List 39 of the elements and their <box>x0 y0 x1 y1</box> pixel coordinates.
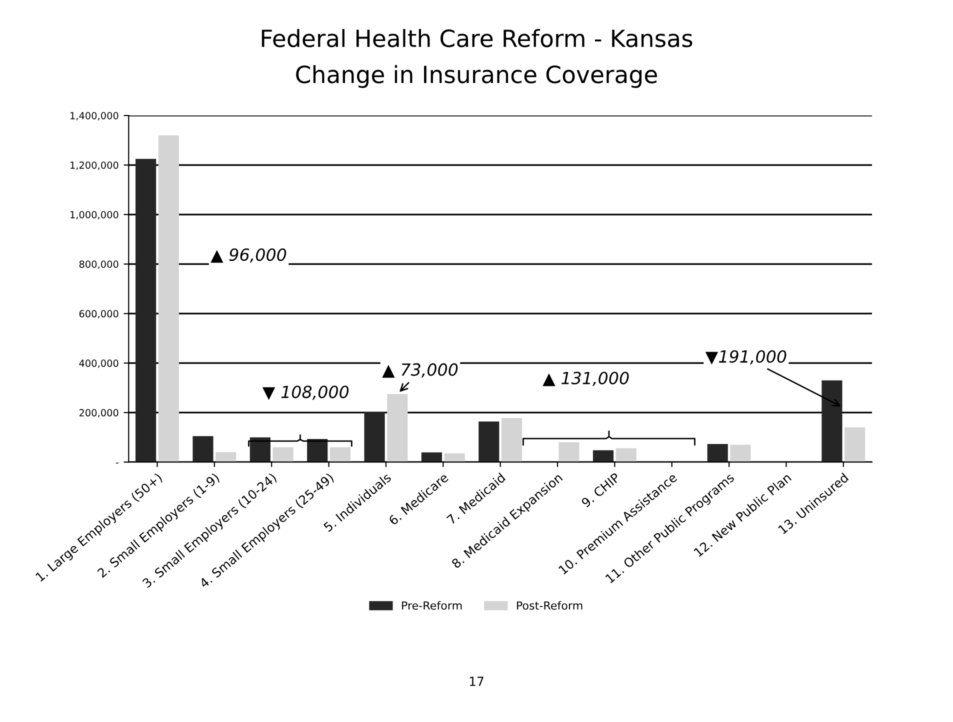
bar <box>250 437 270 462</box>
bar <box>216 452 236 462</box>
annotation: ▲ 73,000 <box>382 363 458 378</box>
annotation: ▲ 131,000 <box>542 372 629 386</box>
y-tick-label: 200,000 <box>79 409 118 418</box>
bar <box>501 418 522 462</box>
bar <box>730 444 751 462</box>
y-tick-label: 1,200,000 <box>70 162 118 170</box>
bar <box>330 447 351 462</box>
bar <box>136 158 156 462</box>
y-tick-label: - <box>116 462 118 464</box>
bar <box>387 394 408 462</box>
annotation: ▼ 108,000 <box>262 386 349 400</box>
bar <box>421 452 442 462</box>
bar <box>192 436 214 462</box>
y-tick-label: 1,400,000 <box>70 112 118 120</box>
bar <box>364 412 385 462</box>
annotation: ▲ 96,000 <box>210 248 286 263</box>
bar <box>307 439 328 462</box>
annotation: ▼191,000 <box>705 350 786 365</box>
bar <box>822 380 842 462</box>
bar <box>558 442 580 462</box>
y-tick-label: 600,000 <box>79 310 118 318</box>
y-tick-label: 800,000 <box>79 260 118 269</box>
bar <box>707 444 728 462</box>
chart-title: Federal Health Care Reform - Kansas <box>262 28 692 48</box>
bar <box>592 450 614 462</box>
chart-subtitle: Change in Insurance Coverage <box>296 65 657 88</box>
bar <box>272 447 294 462</box>
bar <box>158 135 179 462</box>
legend-label: Post-Reform <box>517 601 582 610</box>
text: 17 <box>470 676 484 686</box>
bar <box>844 427 866 462</box>
y-tick-label: 1,000,000 <box>70 211 118 220</box>
legend-label: Pre-Reform <box>402 601 462 610</box>
bar <box>444 453 465 462</box>
bar <box>478 421 500 462</box>
y-tick-label: 400,000 <box>79 360 118 368</box>
bar <box>616 448 636 462</box>
